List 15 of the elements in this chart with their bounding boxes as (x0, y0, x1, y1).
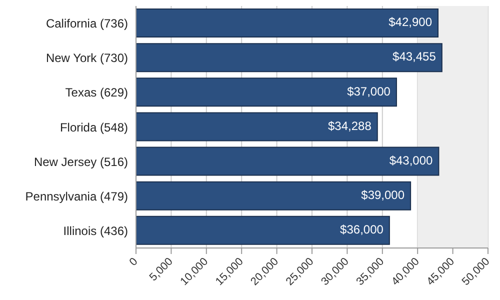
x-tick-label: 0 (127, 256, 140, 269)
y-tick-label: Texas (629) (65, 86, 128, 100)
y-tick-label: Illinois (436) (63, 224, 128, 238)
data-label: $39,000 (361, 188, 405, 202)
y-tick-label: New Jersey (516) (34, 154, 128, 169)
y-tick-label: Pennsylvania (479) (25, 189, 128, 204)
data-label: $42,900 (388, 15, 432, 30)
y-tick-label: Florida (548) (60, 120, 128, 134)
data-label: $37,000 (347, 84, 391, 98)
data-label: $43,455 (392, 50, 436, 64)
y-tick-label: New York (730) (46, 51, 128, 66)
data-label: $43,000 (389, 153, 434, 168)
data-label: $34,288 (328, 118, 372, 133)
y-tick-label: California (736) (46, 16, 128, 31)
data-label: $36,000 (340, 222, 384, 237)
